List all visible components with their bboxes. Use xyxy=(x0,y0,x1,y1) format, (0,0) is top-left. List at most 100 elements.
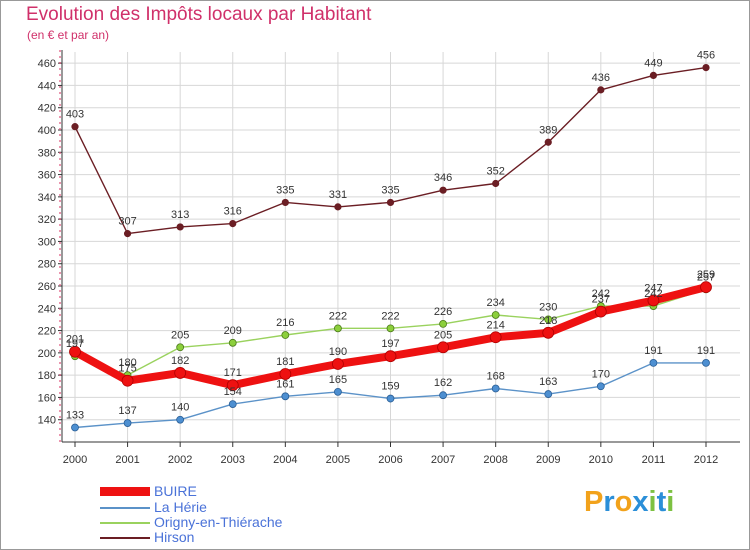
point-buire-2011 xyxy=(647,294,660,307)
data-label-origny-en-thierache-2008: 234 xyxy=(486,297,504,309)
data-label-la-herie-2012: 191 xyxy=(697,345,715,357)
proxiti-letter-3: x xyxy=(632,486,649,518)
point-origny-en-thierache-2005 xyxy=(334,324,342,333)
y-tick-label-300: 300 xyxy=(38,236,56,248)
point-origny-en-thierache-2007 xyxy=(439,319,447,328)
x-tick-label-2000: 2000 xyxy=(63,454,87,466)
axis-layer: 140 160 180 200 220 240 260 280 300 320 340 360 380 4… xyxy=(38,50,740,466)
point-hirson-2008 xyxy=(492,179,500,188)
x-tick-label-2004: 2004 xyxy=(273,454,297,466)
data-label-hirson-2005: 331 xyxy=(329,189,347,201)
point-buire-2010 xyxy=(594,305,607,318)
y-tick-label-460: 460 xyxy=(38,58,56,70)
data-label-hirson-2008: 352 xyxy=(486,165,504,177)
point-la-herie-2008 xyxy=(491,384,500,393)
data-label-buire-2011: 247 xyxy=(644,282,662,294)
legend-swatch-origny xyxy=(100,522,150,524)
data-label-hirson-2011: 449 xyxy=(644,57,662,69)
point-buire-2003 xyxy=(226,379,239,392)
point-origny-en-thierache-2003 xyxy=(228,338,237,347)
data-label-hirson-2004: 335 xyxy=(276,184,294,196)
point-la-herie-2009 xyxy=(544,390,553,398)
y-tick-label-220: 220 xyxy=(38,326,56,338)
data-label-hirson-2001: 307 xyxy=(118,216,136,228)
data-label-hirson-2006: 335 xyxy=(381,184,399,196)
point-buire-2000 xyxy=(69,345,81,358)
point-buire-2007 xyxy=(437,341,449,354)
data-label-la-herie-2007: 162 xyxy=(434,377,452,389)
y-tick-label-340: 340 xyxy=(38,192,56,204)
proxiti-letter-1: r xyxy=(603,486,615,518)
legend-item-origny: Origny-en-Thiérache xyxy=(100,514,420,530)
point-origny-en-thierache-2009 xyxy=(544,315,553,324)
y-tick-label-180: 180 xyxy=(38,370,56,382)
data-label-origny-en-thierache-2002: 205 xyxy=(171,329,189,341)
x-tick-label-2008: 2008 xyxy=(483,454,507,466)
point-origny-en-thierache-2006 xyxy=(386,324,395,333)
y-tick-label-240: 240 xyxy=(38,303,56,315)
data-label-buire-2008: 214 xyxy=(486,319,504,331)
proxiti-letter-2: o xyxy=(614,486,633,518)
data-label-buire-2009: 218 xyxy=(539,315,557,327)
data-label-buire-2005: 190 xyxy=(329,346,347,358)
data-label-buire-2007: 205 xyxy=(434,329,452,341)
chart-title: Evolution des Impôts locaux par Habitant xyxy=(26,4,372,25)
data-label-la-herie-2011: 191 xyxy=(644,345,662,357)
y-tick-label-140: 140 xyxy=(38,415,56,427)
legend-swatch-buire xyxy=(100,487,150,496)
data-label-origny-en-thierache-2000: 197 xyxy=(66,338,84,350)
legend-label-hirson: Hirson xyxy=(154,529,195,545)
y-tick-label-380: 380 xyxy=(38,147,56,159)
x-tick-label-2002: 2002 xyxy=(168,454,192,466)
y-tick-label-420: 420 xyxy=(38,103,56,115)
data-label-buire-2003: 171 xyxy=(224,367,242,379)
y-tick-label-400: 400 xyxy=(38,125,56,137)
legend-label-origny: Origny-en-Thiérache xyxy=(154,514,283,530)
point-hirson-2011 xyxy=(649,71,658,80)
point-hirson-2009 xyxy=(544,138,552,146)
data-label-la-herie-2001: 137 xyxy=(118,405,136,417)
point-la-herie-2000 xyxy=(71,423,79,432)
y-tick-label-440: 440 xyxy=(38,80,56,92)
point-hirson-2000 xyxy=(71,123,79,131)
point-buire-2006 xyxy=(384,350,397,363)
point-buire-2012 xyxy=(700,281,712,294)
data-label-origny-en-thierache-2001: 180 xyxy=(118,357,136,369)
data-label-hirson-2010: 436 xyxy=(592,72,610,84)
y-tick-label-280: 280 xyxy=(38,259,56,271)
point-origny-en-thierache-2008 xyxy=(491,311,500,319)
x-tick-label-2007: 2007 xyxy=(431,454,455,466)
legend-item-la-herie: La Hérie xyxy=(100,499,420,515)
point-buire-2002 xyxy=(174,367,187,379)
x-tick-label-2003: 2003 xyxy=(221,454,245,466)
data-label-hirson-2012: 456 xyxy=(697,50,715,62)
data-label-buire-2006: 197 xyxy=(381,338,399,350)
legend-label-la-herie: La Hérie xyxy=(154,499,207,515)
point-hirson-2003 xyxy=(229,220,237,228)
point-la-herie-2012 xyxy=(702,358,710,367)
data-label-la-herie-2009: 163 xyxy=(539,376,557,388)
data-label-buire-2002: 182 xyxy=(171,355,189,367)
data-label-la-herie-2005: 165 xyxy=(329,374,347,386)
x-tick-label-2009: 2009 xyxy=(536,454,560,466)
data-label-la-herie-2002: 140 xyxy=(171,402,189,414)
point-origny-en-thierache-2002 xyxy=(176,343,185,352)
point-hirson-2010 xyxy=(597,86,605,94)
y-tick-label-260: 260 xyxy=(38,281,56,293)
legend-item-hirson: Hirson xyxy=(100,529,420,545)
point-la-herie-2010 xyxy=(596,382,605,391)
point-la-herie-2004 xyxy=(281,392,290,401)
data-label-la-herie-2004: 161 xyxy=(276,378,294,390)
data-label-buire-2010: 237 xyxy=(592,294,610,306)
point-origny-en-thierache-2004 xyxy=(281,331,290,339)
data-label-origny-en-thierache-2012: 257 xyxy=(697,271,715,283)
data-label-hirson-2009: 389 xyxy=(539,124,557,136)
point-la-herie-2003 xyxy=(228,400,237,409)
point-buire-2005 xyxy=(332,358,344,370)
legend: BUIRE La Hérie Origny-en-Thiérache Hirso… xyxy=(100,483,420,546)
data-label-layer: 403 307 313 316 335 331 335 346 352 389 436 449 456 1… xyxy=(66,50,715,422)
data-label-origny-en-thierache-2005: 222 xyxy=(329,310,347,322)
y-tick-label-200: 200 xyxy=(38,348,56,360)
x-tick-label-2011: 2011 xyxy=(642,454,666,466)
point-hirson-2006 xyxy=(386,198,395,207)
